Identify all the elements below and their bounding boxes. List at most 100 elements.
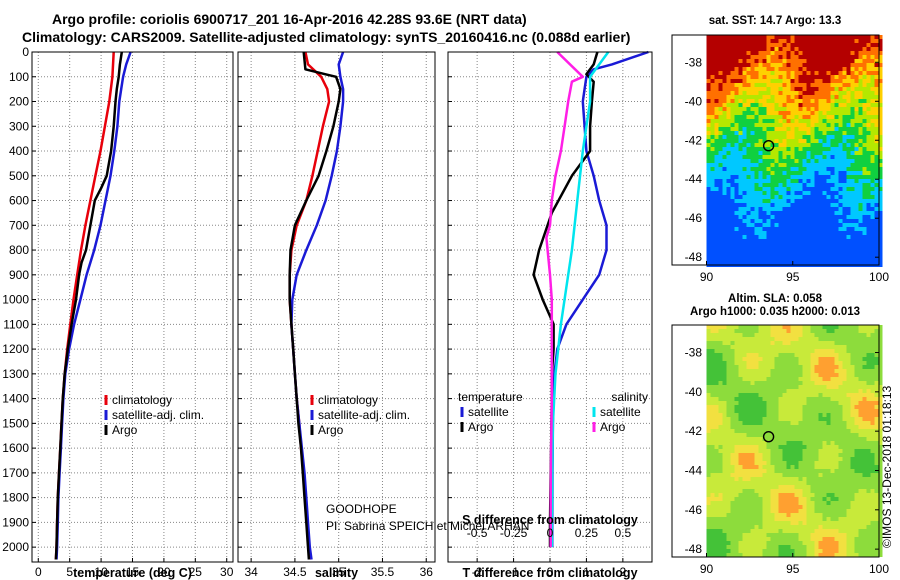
sst-cell (766, 119, 771, 123)
sla-cell (710, 461, 715, 465)
sst-cell (790, 219, 795, 223)
sst-cell (866, 227, 871, 231)
sst-cell (758, 231, 763, 235)
sla-cell (830, 337, 835, 341)
sla-cell (870, 325, 875, 329)
sst-cell (806, 47, 811, 51)
sla-cell (734, 489, 739, 493)
sla-cell (774, 377, 779, 381)
sst-cell (770, 139, 775, 143)
sst-cell (814, 251, 819, 255)
sla-cell (810, 445, 815, 449)
sst-cell (838, 167, 843, 171)
sla-cell (802, 345, 807, 349)
sst-cell (854, 199, 859, 203)
sla-cell (786, 457, 791, 461)
temperature-xtick-label: 20 (157, 565, 171, 579)
sla-cell (878, 505, 883, 509)
sla-cell (758, 329, 763, 333)
sst-cell (878, 51, 883, 55)
sla-cell (826, 505, 831, 509)
sst-cell (866, 135, 871, 139)
sla-cell (874, 441, 879, 445)
sst-cell (790, 119, 795, 123)
sla-cell (734, 417, 739, 421)
sla-cell (738, 417, 743, 421)
sla-cell (878, 441, 883, 445)
sst-cell (870, 111, 875, 115)
sst-cell (802, 127, 807, 131)
sla-cell (870, 393, 875, 397)
sst-cell (722, 187, 727, 191)
sst-cell (794, 211, 799, 215)
sst-cell (854, 195, 859, 199)
sst-cell (758, 199, 763, 203)
sla-cell (866, 349, 871, 353)
sst-cell (802, 111, 807, 115)
sst-cell (738, 195, 743, 199)
sla-cell (790, 449, 795, 453)
sla-cell (786, 357, 791, 361)
sla-cell (750, 397, 755, 401)
sst-cell (714, 47, 719, 51)
sla-cell (846, 389, 851, 393)
sla-cell (774, 393, 779, 397)
sla-cell (806, 381, 811, 385)
sla-cell (830, 465, 835, 469)
sla-cell (838, 417, 843, 421)
sst-cell (782, 231, 787, 235)
sst-cell (746, 35, 751, 39)
sst-cell (870, 55, 875, 59)
sst-cell (750, 103, 755, 107)
sla-cell (726, 445, 731, 449)
sst-cell (766, 59, 771, 63)
sla-cell (846, 413, 851, 417)
sla-cell (734, 337, 739, 341)
sla-cell (778, 489, 783, 493)
sla-cell (806, 505, 811, 509)
sla-cell (806, 373, 811, 377)
sla-cell (806, 337, 811, 341)
sla-cell (754, 409, 759, 413)
sst-cell (870, 59, 875, 63)
sst-cell (766, 163, 771, 167)
sla-cell (722, 345, 727, 349)
sst-cell (766, 167, 771, 171)
sst-cell (778, 247, 783, 251)
sla-cell (706, 493, 711, 497)
sla-cell (850, 417, 855, 421)
sla-cell (778, 325, 783, 329)
sla-cell (782, 433, 787, 437)
sla-cell (850, 421, 855, 425)
sst-cell (830, 195, 835, 199)
sla-cell (810, 501, 815, 505)
sla-cell (710, 517, 715, 521)
sst-cell (798, 211, 803, 215)
sla-cell (846, 421, 851, 425)
sla-cell (738, 333, 743, 337)
sla-cell (742, 373, 747, 377)
sst-cell (774, 191, 779, 195)
sst-cell (834, 87, 839, 91)
sla-cell (790, 377, 795, 381)
sst-cell (710, 75, 715, 79)
sla-cell (758, 509, 763, 513)
sst-cell (766, 123, 771, 127)
sla-cell (842, 413, 847, 417)
sla-cell (838, 341, 843, 345)
sst-cell (722, 43, 727, 47)
sst-cell (746, 159, 751, 163)
sla-cell (798, 341, 803, 345)
sst-cell (778, 143, 783, 147)
sst-cell (822, 203, 827, 207)
sst-cell (750, 179, 755, 183)
sst-cell (746, 103, 751, 107)
sst-cell (806, 67, 811, 71)
sla-cell (718, 441, 723, 445)
sla-cell (706, 421, 711, 425)
sst-cell (850, 243, 855, 247)
sst-cell (838, 215, 843, 219)
sla-cell (822, 381, 827, 385)
sst-cell (826, 183, 831, 187)
sst-cell (814, 175, 819, 179)
